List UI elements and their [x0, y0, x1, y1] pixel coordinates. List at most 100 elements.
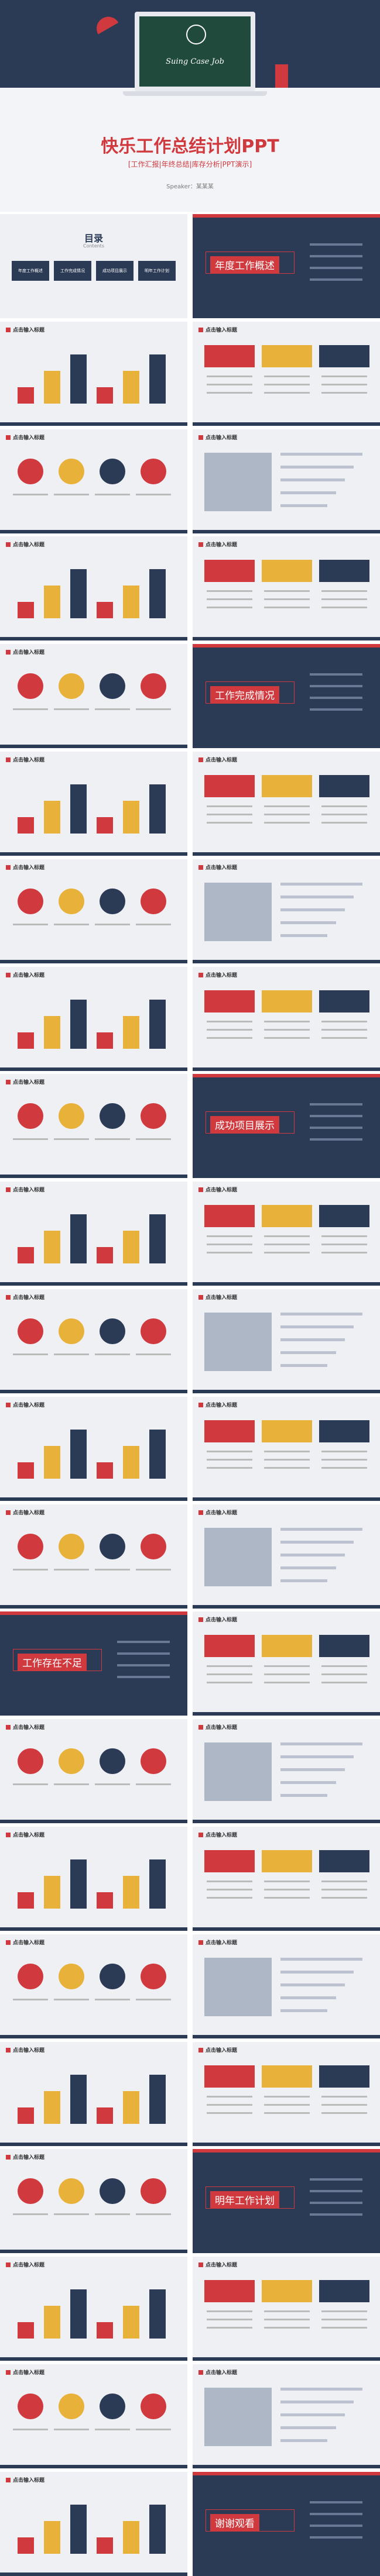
toc-item-text: 年度工作概述 — [18, 268, 43, 273]
deco-line — [280, 1742, 362, 1746]
deco-bar — [123, 586, 139, 619]
deco-bar — [149, 2074, 166, 2124]
deco-text — [95, 708, 130, 711]
content-slide: 点击输入标题 — [0, 1289, 187, 1393]
section-bullet — [310, 1103, 362, 1106]
slide-title: 点击输入标题 — [206, 435, 238, 441]
section-bullet — [310, 697, 362, 700]
title-marker — [6, 972, 11, 977]
section-slide: 工作存在不足 — [0, 1611, 187, 1716]
title-marker — [198, 2047, 203, 2052]
title-marker — [6, 1510, 11, 1515]
content-slide: 点击输入标题 — [193, 1611, 380, 1716]
section-bullet — [310, 267, 362, 269]
footer-bar — [193, 637, 380, 641]
content-slide: 点击输入标题 — [0, 536, 187, 641]
deco-card — [204, 990, 255, 1013]
content-slide: 点击输入标题 — [193, 1182, 380, 1286]
deco-text — [136, 1138, 171, 1141]
deco-circle — [141, 1533, 166, 1559]
deco-text — [207, 1673, 252, 1676]
content-slide: 点击输入标题 — [0, 2041, 187, 2146]
deco-card — [262, 2065, 312, 2088]
deco-circle — [100, 1318, 125, 1344]
title-marker — [6, 1080, 11, 1085]
speaker: Speaker：某某某 — [166, 184, 214, 190]
deco-circle — [100, 1963, 125, 1989]
deco-line — [280, 1527, 362, 1531]
content-slide: 点击输入标题 — [0, 1396, 187, 1501]
deco-card — [204, 775, 255, 797]
deco-image — [204, 1957, 272, 2016]
deco-text — [207, 607, 252, 609]
slide-title: 点击输入标题 — [206, 1940, 238, 1946]
content-slide: 点击输入标题 — [0, 2149, 187, 2254]
title-marker — [6, 1295, 11, 1300]
slide-title: 点击输入标题 — [13, 1080, 45, 1086]
deco-bar — [18, 2322, 34, 2339]
footer-bar — [0, 1282, 187, 1286]
deco-bar — [149, 1429, 166, 1479]
deco-text — [321, 2327, 367, 2329]
content-slide: 点击输入标题 — [0, 644, 187, 749]
footer-bar — [0, 2357, 187, 2361]
footer-bar — [193, 1712, 380, 1716]
content-slide: 点击输入标题 — [0, 752, 187, 856]
laptop-text: Suing Case Job — [166, 57, 224, 66]
deco-bar — [149, 2289, 166, 2339]
deco-bar — [149, 1859, 166, 1909]
toc-item: 工作完成情况 — [54, 261, 91, 281]
slide-title: 点击输入标题 — [206, 1510, 238, 1516]
deco-text — [207, 1020, 252, 1022]
deco-text — [321, 1458, 367, 1461]
slide-title: 点击输入标题 — [13, 542, 45, 549]
title-marker — [198, 1617, 203, 1623]
slide-title: 点击输入标题 — [206, 1617, 238, 1624]
section-title: 工作存在不足 — [18, 1654, 87, 1671]
deco-text — [207, 590, 252, 593]
deco-text — [264, 607, 310, 609]
content-slide: 点击输入标题 — [193, 2257, 380, 2361]
footer-bar — [193, 1927, 380, 1931]
deco-circle — [141, 673, 166, 700]
deco-circle — [100, 888, 125, 914]
section-bullet — [310, 2536, 362, 2539]
deco-text — [321, 822, 367, 824]
deco-text — [207, 598, 252, 601]
toc-item-text: 明年工作计划 — [145, 268, 169, 273]
deco-text — [321, 814, 367, 815]
title-marker — [198, 2370, 203, 2375]
deco-text — [136, 923, 171, 925]
deco-text — [321, 805, 367, 807]
deco-text — [95, 1783, 130, 1786]
section-title: 工作完成情况 — [210, 686, 279, 704]
slide-title: 点击输入标题 — [206, 2370, 238, 2376]
slide-title: 点击输入标题 — [13, 2262, 45, 2269]
footer-bar — [0, 1604, 187, 1609]
footer-bar — [193, 1282, 380, 1286]
title-marker — [198, 972, 203, 977]
section-bullet — [310, 278, 362, 281]
deco-text — [321, 607, 367, 609]
deco-bar — [97, 602, 113, 619]
title-marker — [198, 542, 203, 547]
deco-text — [13, 1354, 48, 1355]
deco-bar — [18, 387, 34, 404]
deco-bar — [18, 1462, 34, 1479]
slide-title: 点击输入标题 — [206, 1187, 238, 1194]
deco-text — [13, 708, 48, 711]
deco-text — [54, 493, 89, 495]
deco-text — [207, 1665, 252, 1668]
deco-text — [264, 375, 310, 377]
toc-title: 目录 — [84, 233, 103, 244]
footer-bar — [0, 2142, 187, 2146]
deco-text — [207, 1244, 252, 1246]
deco-text — [95, 2213, 130, 2216]
deco-text — [264, 1682, 310, 1684]
deco-card — [319, 1420, 369, 1442]
deco-circle — [18, 1318, 43, 1344]
deco-text — [136, 708, 171, 711]
deco-text — [264, 2310, 310, 2313]
deco-text — [264, 814, 310, 815]
section-bullet — [117, 1641, 170, 1644]
